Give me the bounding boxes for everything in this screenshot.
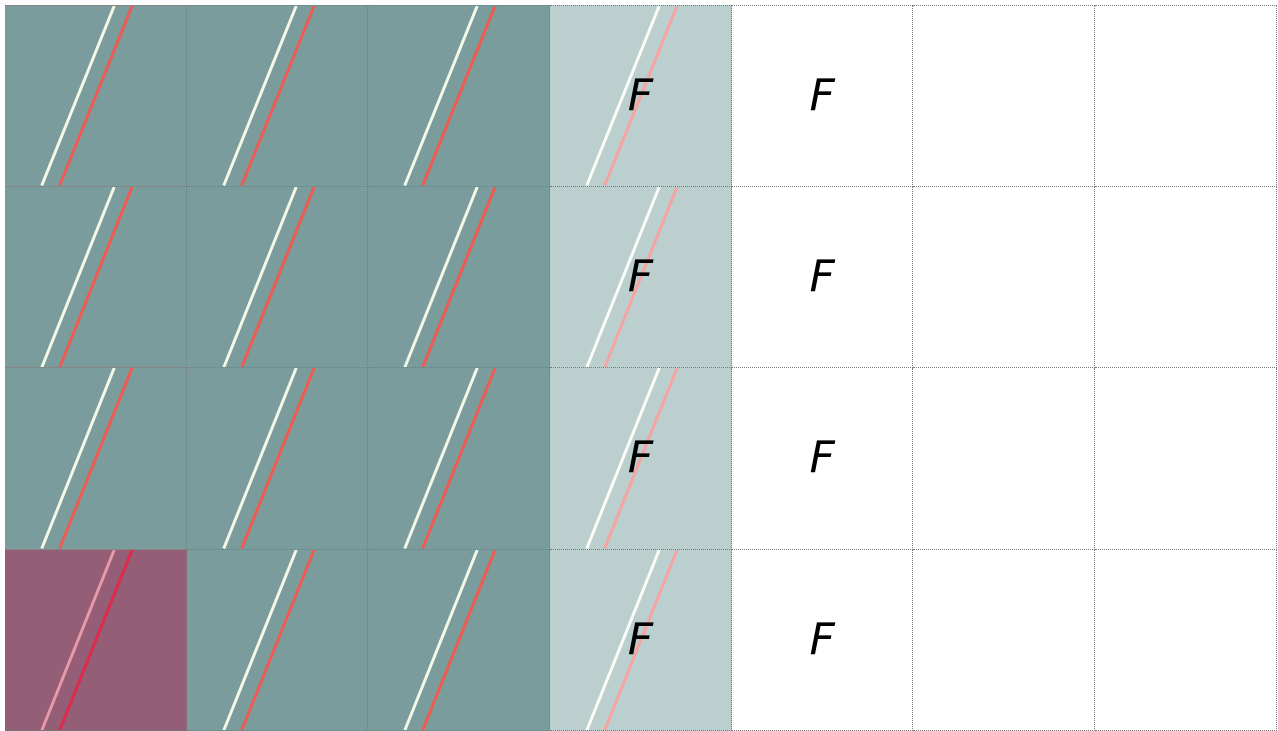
- light-stroke: [222, 186, 298, 367]
- light-stroke: [585, 368, 661, 549]
- grid-cell-r2-c3: [368, 186, 551, 368]
- grid-cell-r2-c5: F: [731, 186, 914, 368]
- letter-f-glyph: F: [809, 613, 835, 665]
- red-stroke: [239, 368, 316, 549]
- diagonal-strokes: [40, 368, 134, 549]
- grid-cell-r1-c7: [1095, 5, 1277, 187]
- grid-cell-r3-c5: F: [731, 368, 914, 550]
- grid-cell-r1-c6: [913, 5, 1096, 187]
- grid-cell-r1-c3: [368, 5, 551, 187]
- letter-f-glyph: F: [627, 432, 654, 484]
- grid-cell-r3-c2: [186, 368, 369, 550]
- diagonal-strokes: [585, 549, 679, 730]
- grid-cell-r2-c4: F: [550, 186, 732, 368]
- red-stroke: [239, 6, 316, 186]
- diagonal-strokes: [222, 6, 316, 186]
- letter-f-glyph: F: [627, 613, 654, 665]
- red-stroke: [421, 186, 497, 367]
- light-stroke: [585, 6, 661, 186]
- grid-cell-r4-c6: [913, 549, 1096, 731]
- grid-cell-r1-c4: F: [550, 5, 732, 187]
- grid-cell-r4-c2: [186, 549, 369, 731]
- grid-cell-r2-c6: [913, 186, 1096, 368]
- tile-grid: F F F F F F F F: [5, 5, 1277, 731]
- light-stroke: [40, 368, 116, 549]
- diagonal-strokes: [403, 368, 497, 549]
- red-stroke: [603, 6, 679, 186]
- light-stroke: [403, 549, 479, 730]
- red-stroke: [239, 549, 316, 730]
- diagonal-strokes: [403, 186, 497, 367]
- grid-cell-r4-c7: [1095, 549, 1277, 731]
- grid-cell-r4-c3: [368, 549, 551, 731]
- diagonal-strokes: [40, 186, 134, 367]
- light-stroke: [403, 368, 479, 549]
- grid-cell-r4-c1: [5, 549, 187, 731]
- red-stroke: [58, 549, 134, 730]
- diagonal-strokes: [40, 549, 134, 730]
- red-stroke: [58, 368, 134, 549]
- red-stroke: [603, 368, 679, 549]
- diagonal-strokes: [222, 186, 316, 367]
- diagonal-strokes: [403, 549, 497, 730]
- diagonal-strokes: [403, 6, 497, 186]
- diagonal-strokes: [222, 368, 316, 549]
- letter-f-glyph: F: [627, 250, 654, 302]
- grid-cell-r3-c1: [5, 368, 187, 550]
- light-stroke: [585, 549, 661, 730]
- light-stroke: [403, 186, 479, 367]
- light-stroke: [40, 6, 116, 186]
- red-stroke: [421, 368, 497, 549]
- letter-f-glyph: F: [809, 69, 835, 121]
- light-stroke: [40, 186, 116, 367]
- grid-cell-r3-c7: [1095, 368, 1277, 550]
- letter-f-glyph: F: [809, 432, 835, 484]
- grid-cell-r1-c5: F: [731, 5, 914, 187]
- diagonal-strokes: [222, 549, 316, 730]
- light-stroke: [403, 6, 479, 186]
- grid-cell-r2-c7: [1095, 186, 1277, 368]
- red-stroke: [421, 549, 497, 730]
- diagonal-strokes: [585, 186, 679, 367]
- letter-f-glyph: F: [809, 250, 835, 302]
- grid-cell-r4-c5: F: [731, 549, 914, 731]
- grid-cell-r4-c4: F: [550, 549, 732, 731]
- red-stroke: [421, 6, 497, 186]
- grid-cell-r3-c4: F: [550, 368, 732, 550]
- diagonal-strokes: [40, 6, 134, 186]
- diagonal-strokes: [585, 368, 679, 549]
- light-stroke: [222, 549, 298, 730]
- grid-cell-r1-c2: [186, 5, 369, 187]
- light-stroke: [585, 186, 661, 367]
- grid-cell-r2-c2: [186, 186, 369, 368]
- red-stroke: [603, 549, 679, 730]
- red-stroke: [239, 186, 316, 367]
- letter-f-glyph: F: [627, 69, 654, 121]
- grid-cell-r2-c1: [5, 186, 187, 368]
- light-stroke: [40, 549, 116, 730]
- diagonal-strokes: [585, 6, 679, 186]
- grid-cell-r1-c1: [5, 5, 187, 187]
- red-stroke: [58, 6, 134, 186]
- light-stroke: [222, 368, 298, 549]
- grid-cell-r3-c3: [368, 368, 551, 550]
- red-stroke: [58, 186, 134, 367]
- light-stroke: [222, 6, 298, 186]
- red-stroke: [603, 186, 679, 367]
- grid-cell-r3-c6: [913, 368, 1096, 550]
